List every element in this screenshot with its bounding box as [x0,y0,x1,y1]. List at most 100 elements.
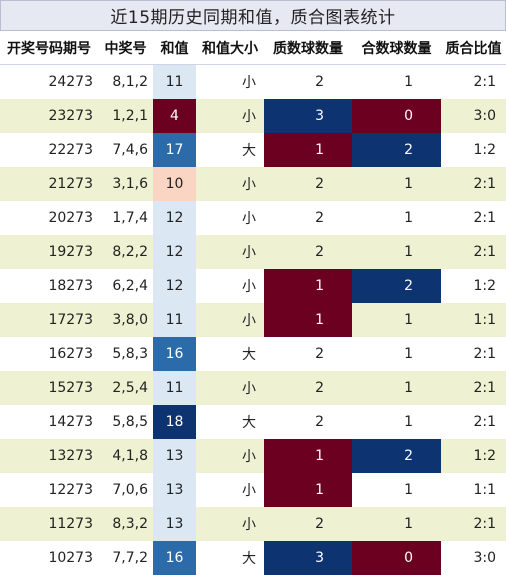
sum-cell: 16 [153,336,196,371]
size-cell: 小 [196,302,264,337]
ratio-cell: 1:1 [441,302,506,337]
issue-cell: 14273 [0,404,98,439]
composite-count-cell: 2 [352,438,441,473]
composite-count-cell: 2 [352,268,441,303]
sum-cell: 13 [153,506,196,541]
table-row: 11273 8,3,2 13 小 2 1 2:1 [0,506,506,541]
size-cell: 小 [196,438,264,473]
ratio-cell: 2:1 [441,370,506,405]
issue-cell: 13273 [0,438,98,473]
number-cell: 3,1,6 [98,166,153,201]
header-prime-count: 质数球数量 [264,31,352,65]
table-row: 24273 8,1,2 11 小 2 1 2:1 [0,64,506,99]
table-row: 22273 7,4,6 17 大 1 2 1:2 [0,132,506,167]
prime-count-cell: 2 [264,404,352,439]
table-row: 21273 3,1,6 10 小 2 1 2:1 [0,166,506,201]
number-cell: 4,1,8 [98,438,153,473]
composite-count-cell: 1 [352,64,441,99]
prime-count-cell: 1 [264,472,352,507]
composite-count-cell: 2 [352,132,441,167]
ratio-cell: 2:1 [441,64,506,99]
history-table: 开奖号码期号 中奖号 和值 和值大小 质数球数量 合数球数量 质合比值 2427… [0,31,506,575]
sum-cell: 12 [153,200,196,235]
composite-count-cell: 1 [352,302,441,337]
issue-cell: 12273 [0,472,98,507]
table-row: 12273 7,0,6 13 小 1 1 1:1 [0,472,506,507]
size-cell: 小 [196,268,264,303]
prime-count-cell: 2 [264,370,352,405]
issue-cell: 24273 [0,64,98,99]
ratio-cell: 2:1 [441,166,506,201]
page-title: 近15期历史同期和值，质合图表统计 [0,0,506,31]
issue-cell: 11273 [0,506,98,541]
prime-count-cell: 3 [264,98,352,133]
header-composite-count: 合数球数量 [352,31,441,65]
sum-cell: 13 [153,438,196,473]
table-body: 24273 8,1,2 11 小 2 1 2:1 23273 1,2,1 4 小 3 0 3:0 22273… [0,64,506,575]
composite-count-cell: 1 [352,336,441,371]
table-row: 23273 1,2,1 4 小 3 0 3:0 [0,98,506,133]
issue-cell: 23273 [0,98,98,133]
header-issue: 开奖号码期号 [0,31,98,65]
prime-count-cell: 2 [264,200,352,235]
issue-cell: 20273 [0,200,98,235]
sum-cell: 11 [153,302,196,337]
issue-cell: 16273 [0,336,98,371]
table-row: 20273 1,7,4 12 小 2 1 2:1 [0,200,506,235]
issue-cell: 15273 [0,370,98,405]
table-row: 14273 5,8,5 18 大 2 1 2:1 [0,404,506,439]
size-cell: 小 [196,166,264,201]
sum-cell: 10 [153,166,196,201]
size-cell: 小 [196,98,264,133]
ratio-cell: 2:1 [441,506,506,541]
prime-count-cell: 2 [264,336,352,371]
size-cell: 小 [196,472,264,507]
table-row: 16273 5,8,3 16 大 2 1 2:1 [0,336,506,371]
composite-count-cell: 1 [352,472,441,507]
prime-count-cell: 2 [264,64,352,99]
header-number: 中奖号 [98,31,153,65]
ratio-cell: 2:1 [441,200,506,235]
composite-count-cell: 1 [352,234,441,269]
size-cell: 大 [196,336,264,371]
number-cell: 1,7,4 [98,200,153,235]
ratio-cell: 3:0 [441,540,506,575]
size-cell: 大 [196,132,264,167]
prime-count-cell: 1 [264,268,352,303]
number-cell: 8,1,2 [98,64,153,99]
issue-cell: 10273 [0,540,98,575]
ratio-cell: 3:0 [441,98,506,133]
table-row: 17273 3,8,0 11 小 1 1 1:1 [0,302,506,337]
size-cell: 小 [196,370,264,405]
sum-cell: 12 [153,234,196,269]
table-header-row: 开奖号码期号 中奖号 和值 和值大小 质数球数量 合数球数量 质合比值 [0,31,506,65]
header-size: 和值大小 [196,31,264,65]
number-cell: 8,2,2 [98,234,153,269]
ratio-cell: 1:2 [441,268,506,303]
size-cell: 小 [196,64,264,99]
sum-cell: 17 [153,132,196,167]
number-cell: 6,2,4 [98,268,153,303]
sum-cell: 18 [153,404,196,439]
number-cell: 2,5,4 [98,370,153,405]
prime-count-cell: 2 [264,234,352,269]
table-row: 15273 2,5,4 11 小 2 1 2:1 [0,370,506,405]
number-cell: 7,4,6 [98,132,153,167]
header-sum: 和值 [153,31,196,65]
composite-count-cell: 1 [352,370,441,405]
size-cell: 小 [196,234,264,269]
composite-count-cell: 0 [352,98,441,133]
number-cell: 7,0,6 [98,472,153,507]
size-cell: 小 [196,200,264,235]
sum-cell: 11 [153,64,196,99]
number-cell: 7,7,2 [98,540,153,575]
composite-count-cell: 1 [352,166,441,201]
ratio-cell: 2:1 [441,404,506,439]
number-cell: 3,8,0 [98,302,153,337]
prime-count-cell: 1 [264,302,352,337]
table-row: 18273 6,2,4 12 小 1 2 1:2 [0,268,506,303]
prime-count-cell: 1 [264,438,352,473]
header-ratio: 质合比值 [441,31,506,65]
ratio-cell: 2:1 [441,336,506,371]
ratio-cell: 1:1 [441,472,506,507]
